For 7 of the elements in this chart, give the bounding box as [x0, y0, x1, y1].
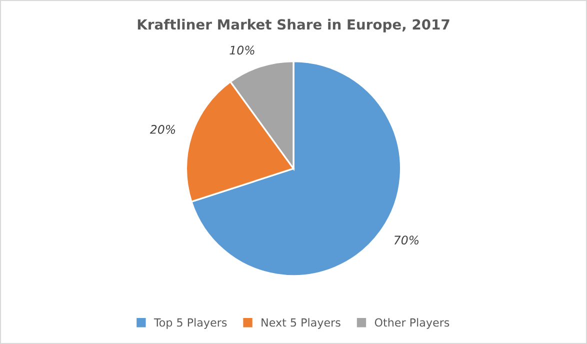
data-label: 10% [230, 46, 254, 55]
legend-label: Top 5 Players [154, 318, 227, 329]
legend-label: Other Players [374, 318, 450, 329]
legend-label: Next 5 Players [262, 318, 340, 329]
data-label: 20% [150, 124, 176, 134]
data-label: 70% [394, 236, 419, 245]
chart-title: Kraftliner Market Share in Europe, 2017 [138, 18, 450, 32]
